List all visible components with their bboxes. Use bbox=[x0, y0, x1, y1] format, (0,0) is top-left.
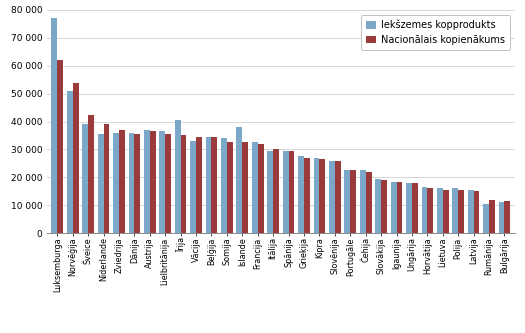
Bar bbox=[505, 201, 510, 233]
Bar bbox=[458, 190, 464, 233]
Bar bbox=[267, 151, 273, 233]
Bar bbox=[437, 188, 443, 233]
Bar bbox=[499, 202, 505, 233]
Bar bbox=[103, 124, 109, 233]
Bar bbox=[335, 161, 341, 233]
Bar bbox=[289, 151, 295, 233]
Bar bbox=[313, 158, 319, 233]
Bar bbox=[72, 83, 79, 233]
Bar bbox=[227, 143, 233, 233]
Bar bbox=[206, 137, 212, 233]
Bar bbox=[427, 188, 433, 233]
Bar bbox=[190, 141, 196, 233]
Bar bbox=[468, 190, 474, 233]
Bar bbox=[212, 137, 217, 233]
Bar bbox=[67, 91, 72, 233]
Bar bbox=[113, 133, 119, 233]
Bar bbox=[243, 143, 248, 233]
Bar bbox=[489, 199, 495, 233]
Bar bbox=[51, 18, 57, 233]
Bar bbox=[381, 180, 387, 233]
Bar bbox=[144, 130, 150, 233]
Bar bbox=[160, 131, 165, 233]
Bar bbox=[134, 134, 140, 233]
Bar bbox=[150, 131, 155, 233]
Bar bbox=[406, 183, 412, 233]
Bar bbox=[483, 204, 489, 233]
Bar bbox=[273, 150, 279, 233]
Bar bbox=[236, 127, 243, 233]
Bar bbox=[57, 60, 63, 233]
Bar bbox=[82, 124, 88, 233]
Bar bbox=[304, 158, 310, 233]
Bar bbox=[252, 143, 258, 233]
Bar bbox=[319, 159, 326, 233]
Bar bbox=[344, 170, 350, 233]
Bar bbox=[396, 181, 402, 233]
Bar bbox=[443, 190, 449, 233]
Bar bbox=[474, 191, 479, 233]
Bar bbox=[175, 120, 181, 233]
Bar bbox=[350, 170, 356, 233]
Bar bbox=[221, 138, 227, 233]
Legend: Iekšzemes kopprodukts, Nacionālais kopienākums: Iekšzemes kopprodukts, Nacionālais kopie… bbox=[361, 15, 510, 50]
Bar bbox=[258, 144, 264, 233]
Bar bbox=[366, 172, 372, 233]
Bar bbox=[196, 137, 202, 233]
Bar bbox=[129, 133, 134, 233]
Bar bbox=[283, 151, 289, 233]
Bar bbox=[165, 134, 171, 233]
Bar bbox=[391, 181, 396, 233]
Bar bbox=[453, 188, 458, 233]
Bar bbox=[88, 115, 94, 233]
Bar bbox=[181, 136, 186, 233]
Bar bbox=[298, 157, 304, 233]
Bar bbox=[360, 170, 366, 233]
Bar bbox=[119, 130, 125, 233]
Bar bbox=[412, 183, 418, 233]
Bar bbox=[98, 134, 103, 233]
Bar bbox=[329, 161, 335, 233]
Bar bbox=[375, 179, 381, 233]
Bar bbox=[422, 187, 427, 233]
